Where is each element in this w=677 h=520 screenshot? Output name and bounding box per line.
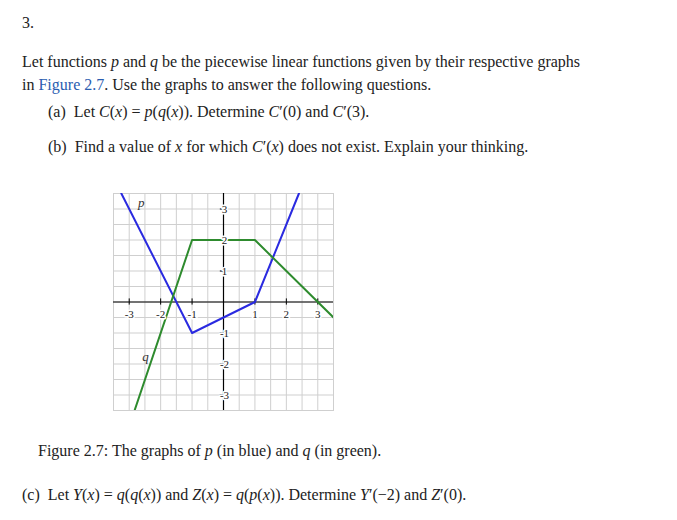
html-text:(b): (b) <box>48 138 67 155</box>
html-text:(a): (a) <box>48 103 66 120</box>
html-text:Find a value of x for which C: Find a value of x for which C ′(x) does … <box>74 138 529 155</box>
svg-text:-2: -2 <box>156 308 165 320</box>
html-text:Figure 2.7: The graphs of p (i: Figure 2.7: The graphs of p (in blue) an… <box>38 442 382 459</box>
svg-text:-3: -3 <box>125 308 135 320</box>
svg-text:p: p <box>137 195 145 210</box>
html-text:Let functions p and q be the p: Let functions p and q be the piecewise l… <box>22 53 581 70</box>
html-text:Let Y (x) = q (q (x)) and Z (x: Let Y (x) = q (q (x)) and Z (x) = q (p (… <box>47 486 467 503</box>
svg-text:-1: -1 <box>220 327 229 339</box>
svg-text:q: q <box>142 349 149 364</box>
html-text:in Figure 2.7. Use the graphs: in Figure 2.7. Use the graphs to answer … <box>22 76 432 93</box>
svg-text:3: 3 <box>222 203 228 215</box>
svg-text:3: 3 <box>315 308 321 320</box>
html-text:(c): (c) <box>22 486 40 503</box>
svg-text:1: 1 <box>222 265 228 277</box>
svg-text:1: 1 <box>252 308 258 320</box>
svg-text:-2: -2 <box>220 358 229 370</box>
html-text:Let C (x) = p (q (x)). Determi: Let C (x) = p (q (x)). Determine C ′(0) … <box>73 103 370 120</box>
svg-text:-3: -3 <box>220 389 230 401</box>
svg-text:2: 2 <box>284 308 290 320</box>
html-text:3.: 3. <box>22 14 34 31</box>
svg-text:-1: -1 <box>187 308 196 320</box>
svg-text:2: 2 <box>222 234 228 246</box>
